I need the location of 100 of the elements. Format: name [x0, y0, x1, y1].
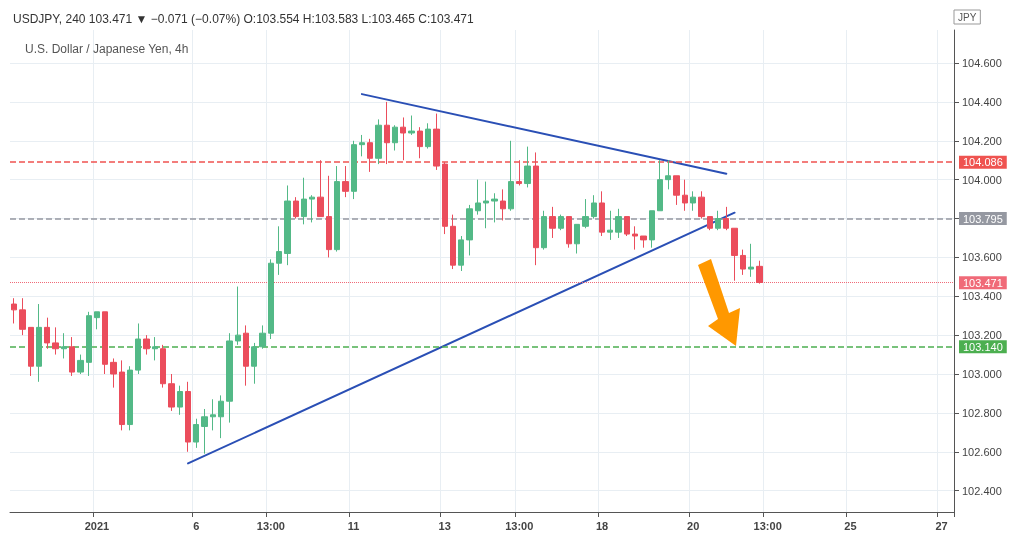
candlestick	[210, 398, 216, 431]
candlestick	[243, 324, 249, 387]
candlestick	[19, 297, 26, 336]
candlestick	[748, 243, 754, 278]
x-tick-label: 13	[438, 519, 451, 532]
x-tick-label: 13:00	[256, 519, 285, 532]
candlestick	[450, 214, 456, 270]
x-tick-label: 11	[347, 519, 360, 532]
candlestick	[301, 177, 307, 225]
candlestick	[466, 204, 473, 256]
candlestick	[94, 311, 100, 330]
candlestick	[549, 206, 556, 239]
y-tick-label: 103.200	[962, 329, 1002, 342]
y-tick-label: 102.800	[962, 406, 1002, 419]
candlestick	[259, 324, 266, 350]
candlestick	[599, 190, 605, 237]
candlestick	[69, 336, 75, 377]
x-tick-label: 2021	[84, 519, 110, 532]
candlestick	[110, 357, 117, 389]
candlestick	[119, 359, 125, 431]
candlestick	[740, 249, 746, 276]
candlestick	[135, 322, 141, 375]
candlestick	[342, 165, 349, 198]
y-tick-label: 104.000	[962, 173, 1002, 186]
ref-line-label: 103.795	[963, 212, 1003, 225]
candlestick	[723, 206, 729, 231]
candlestick	[483, 181, 489, 229]
candlestick	[682, 179, 688, 212]
candlestick	[143, 334, 150, 356]
y-tick-label: 102.400	[962, 484, 1002, 497]
candlestick	[707, 216, 713, 231]
candlestick	[392, 124, 398, 151]
candlestick	[127, 365, 133, 431]
candlestick	[731, 227, 738, 282]
x-tick-label: 13:00	[505, 519, 534, 532]
candlestick	[566, 216, 572, 249]
candlestick	[607, 210, 613, 241]
candlestick	[574, 223, 580, 255]
candlestick	[36, 303, 42, 383]
candlestick	[500, 188, 506, 221]
candlestick	[218, 394, 224, 439]
candlestick	[524, 146, 531, 188]
x-tick-label: 27	[935, 519, 948, 532]
y-tick-label: 103.400	[962, 290, 1002, 303]
candlestick	[375, 118, 382, 165]
candlestick	[11, 297, 17, 324]
candlestick	[458, 235, 464, 272]
candlestick	[160, 344, 166, 389]
candlestick	[334, 165, 340, 253]
candlestick	[251, 342, 257, 385]
y-axis-title: JPY	[958, 11, 977, 23]
ref-line-label: 103.471	[963, 276, 1003, 289]
x-tick-label: 25	[844, 519, 857, 532]
candlestick	[508, 140, 514, 212]
candlestick	[276, 225, 282, 276]
x-tick-label: 13:00	[753, 519, 782, 532]
candlestick	[582, 198, 589, 229]
chart-title: USDJPY, 240 103.471 ▼ −0.071 (−0.07%) O:103.554 H:103.583 L:103.465 C:103.471	[13, 12, 474, 26]
candlestick	[226, 332, 233, 424]
y-tick-label: 102.600	[962, 445, 1002, 458]
candlestick	[235, 286, 241, 346]
candlestick	[168, 373, 175, 412]
candlestick	[541, 210, 547, 251]
candlestick	[28, 326, 34, 377]
candlestick	[102, 311, 108, 375]
y-tick-label: 103.600	[962, 251, 1002, 264]
candlestick	[293, 196, 299, 220]
candlestick	[425, 122, 431, 150]
candlestick	[284, 184, 291, 266]
candlestick	[615, 208, 622, 239]
y-tick-label: 104.200	[962, 134, 1002, 147]
x-tick-label: 6	[193, 519, 200, 532]
candlestick	[351, 140, 357, 200]
y-tick-label: 104.600	[962, 57, 1002, 70]
candlestick	[591, 194, 597, 220]
candlestick	[756, 260, 763, 285]
candlestick	[624, 216, 630, 237]
candlestick	[690, 190, 696, 212]
candlestick	[152, 336, 158, 361]
candlestick	[475, 179, 481, 216]
y-tick-label: 104.400	[962, 95, 1002, 108]
candlestick	[185, 381, 191, 453]
candlestick	[665, 159, 671, 190]
candlestick	[632, 225, 638, 251]
candlestick	[400, 116, 406, 161]
candlestick	[359, 134, 365, 157]
candlestick	[309, 194, 315, 223]
candlestick	[417, 126, 423, 159]
candlestick	[326, 175, 332, 258]
candlestick	[52, 326, 59, 356]
candlestick	[201, 408, 208, 455]
candlestick	[61, 332, 67, 359]
x-tick-label: 18	[595, 519, 609, 532]
candlestick	[77, 354, 84, 375]
candlestick	[177, 385, 183, 416]
x-tick-label: 20	[687, 519, 700, 532]
candlestick	[268, 258, 274, 340]
candlestick	[408, 115, 415, 136]
candlestick	[433, 113, 440, 171]
candlestick	[491, 192, 498, 223]
